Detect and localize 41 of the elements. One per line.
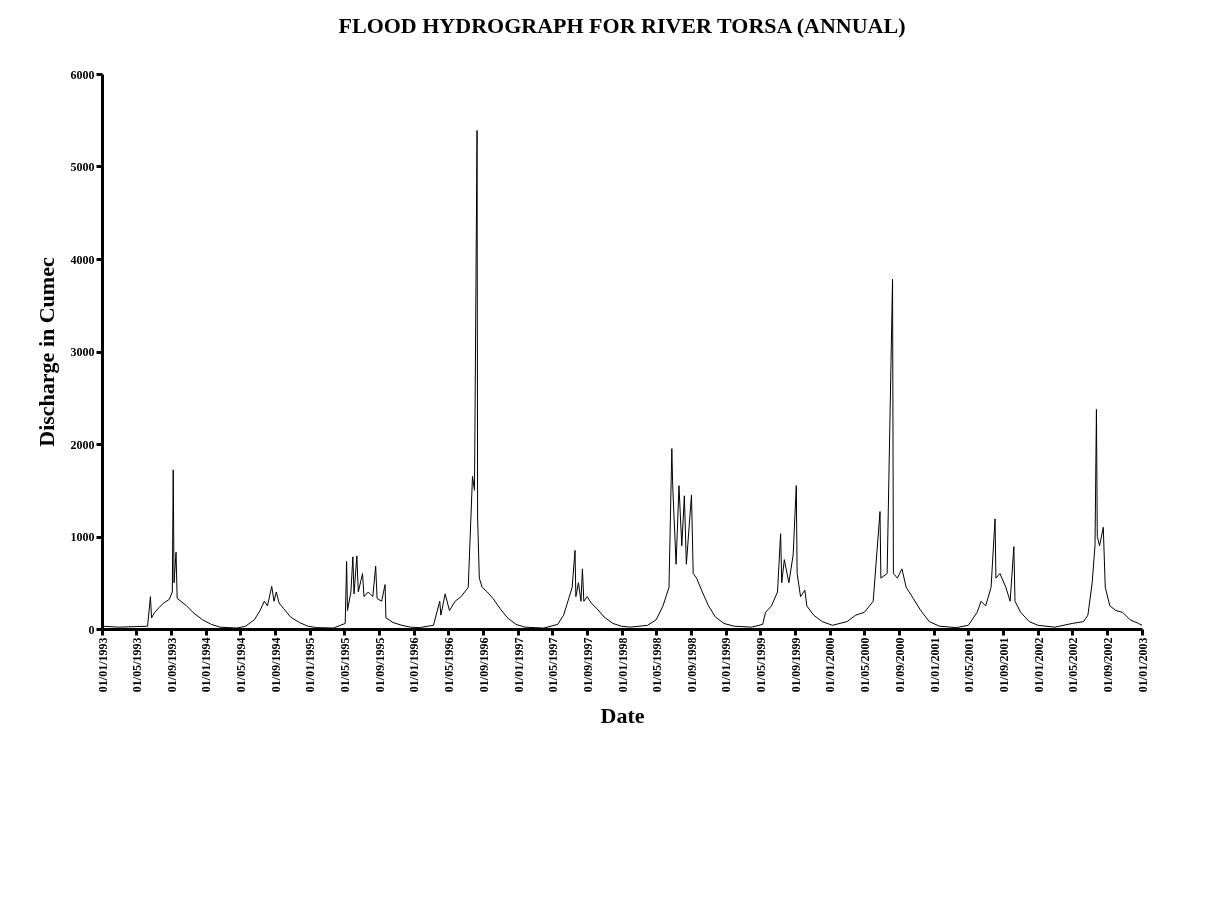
x-tick-label: 01/05/1999: [753, 637, 768, 693]
x-tick-label: 01/01/2003: [1135, 637, 1150, 693]
x-axis-title: Date: [600, 703, 645, 729]
x-tick-label: 01/01/1997: [511, 637, 526, 693]
x-tick-label: 01/05/1994: [233, 637, 248, 693]
y-tick-label: 0: [88, 622, 95, 637]
y-axis-title: Discharge in Cumec: [33, 257, 59, 447]
x-tick-label: 01/09/2001: [996, 637, 1011, 693]
y-tick-label: 4000: [70, 252, 95, 267]
x-tick-label: 01/09/1999: [788, 637, 803, 693]
y-tick-label: 2000: [70, 437, 95, 452]
y-tick-label: 1000: [70, 530, 95, 544]
chart-title: FLOOD HYDROGRAPH FOR RIVER TORSA (ANNUAL): [338, 13, 906, 38]
x-tick-label: 01/05/2001: [961, 637, 976, 693]
x-tick-label: 01/09/2000: [892, 637, 907, 693]
x-tick-label: 01/01/1996: [407, 637, 422, 693]
x-tick-label: 01/05/1996: [441, 637, 456, 693]
x-tick-label: 01/01/1993: [95, 637, 110, 693]
x-tick-label: 01/01/2001: [927, 637, 942, 693]
x-tick-label: 01/01/1998: [615, 637, 630, 693]
x-tick-label: 01/01/1995: [303, 637, 318, 693]
x-tick-label: 01/01/2002: [1031, 637, 1046, 693]
x-tick-label: 01/09/1997: [580, 637, 595, 693]
x-tick-label: 01/09/1995: [372, 637, 387, 693]
x-tick-label: 01/01/2000: [823, 637, 838, 693]
x-tick-label: 01/09/2002: [1100, 637, 1115, 693]
y-tick-label: 5000: [70, 160, 95, 174]
x-tick-label: 01/05/2000: [857, 637, 872, 693]
x-tick-label: 01/05/1997: [545, 637, 560, 693]
y-tick-label: 6000: [70, 67, 95, 82]
x-tick-label: 01/05/1995: [337, 637, 352, 693]
x-tick-label: 01/05/1993: [129, 637, 144, 693]
x-tick-label: 01/05/2002: [1065, 637, 1080, 693]
x-tick-label: 01/05/1998: [649, 637, 664, 693]
x-tick-label: 01/09/1998: [684, 637, 699, 693]
y-tick-label: 3000: [70, 345, 95, 359]
x-tick-label: 01/09/1996: [476, 637, 491, 693]
x-tick-label: 01/01/1994: [199, 637, 214, 693]
x-tick-label: 01/09/1993: [164, 637, 179, 693]
x-tick-label: 01/01/1999: [719, 637, 734, 693]
x-tick-label: 01/09/1994: [268, 637, 283, 693]
